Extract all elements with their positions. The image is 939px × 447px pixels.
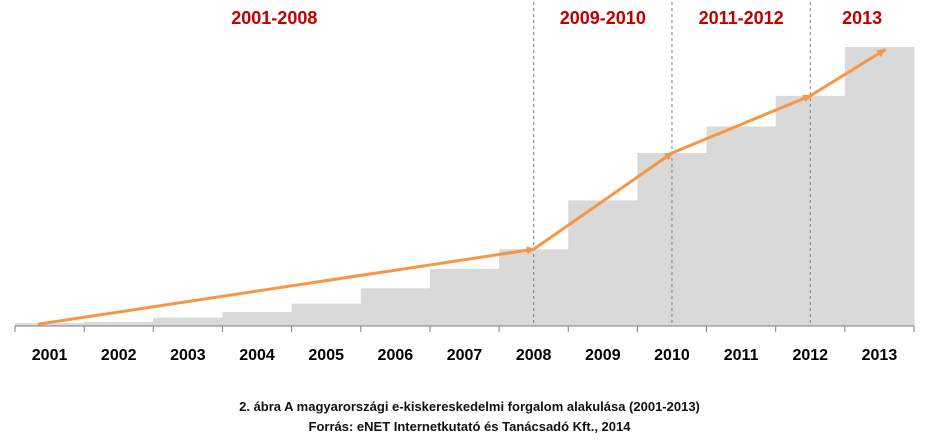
period-label: 2013 bbox=[842, 8, 882, 28]
bar-2001 bbox=[15, 323, 85, 326]
step-area-bars bbox=[15, 47, 915, 326]
x-axis-tick-labels: 2001 2002 2003 2004 2005 2006 2007 2008 2009 2010… bbox=[32, 347, 898, 364]
period-dividers bbox=[533, 2, 811, 326]
bar-2005 bbox=[291, 303, 362, 326]
chart: 2001 2002 2003 2004 2005 2006 2007 2008 2009 2010… bbox=[14, 2, 915, 364]
trend-arrow-segment bbox=[670, 94, 813, 155]
bar-2006 bbox=[360, 288, 431, 326]
x-tick-label-2012: 2012 bbox=[792, 347, 828, 364]
x-tick-label-2013: 2013 bbox=[862, 347, 898, 364]
figure-caption-title: 2. ábra A magyarországi e-kiskereskedelm… bbox=[239, 399, 700, 414]
bar-2004 bbox=[222, 312, 293, 326]
bar-2009 bbox=[568, 200, 638, 326]
x-tick-label-2004: 2004 bbox=[239, 347, 275, 364]
period-labels: 2001-2008 2009-2010 2011-2012 2013 bbox=[231, 8, 882, 28]
bar-2002 bbox=[84, 321, 154, 326]
figure-caption-source: Forrás: eNET Internetkutató és Tanácsadó… bbox=[308, 419, 631, 434]
period-label: 2001-2008 bbox=[231, 8, 317, 28]
x-axis-ticks bbox=[14, 326, 915, 332]
trend-arrow-segment bbox=[532, 151, 674, 251]
x-tick-label-2006: 2006 bbox=[378, 347, 414, 364]
x-tick-label-2009: 2009 bbox=[585, 347, 621, 364]
x-tick-label-2002: 2002 bbox=[101, 347, 137, 364]
x-tick-label-2007: 2007 bbox=[447, 347, 483, 364]
x-tick-label-2001: 2001 bbox=[32, 347, 68, 364]
period-label: 2011-2012 bbox=[699, 8, 784, 28]
bar-2007 bbox=[429, 268, 500, 326]
bar-2011 bbox=[706, 126, 777, 326]
bar-2003 bbox=[153, 317, 223, 326]
x-tick-label-2010: 2010 bbox=[654, 347, 690, 364]
x-tick-label-2005: 2005 bbox=[308, 347, 344, 364]
bar-2013 bbox=[844, 47, 915, 326]
period-label: 2009-2010 bbox=[560, 8, 646, 28]
trend-arrow bbox=[37, 48, 887, 326]
x-tick-label-2003: 2003 bbox=[170, 347, 206, 364]
x-tick-label-2008: 2008 bbox=[516, 347, 552, 364]
x-tick-label-2011: 2011 bbox=[724, 347, 759, 364]
trend-arrow-segment bbox=[808, 48, 887, 98]
trend-arrow-segment bbox=[37, 246, 536, 326]
